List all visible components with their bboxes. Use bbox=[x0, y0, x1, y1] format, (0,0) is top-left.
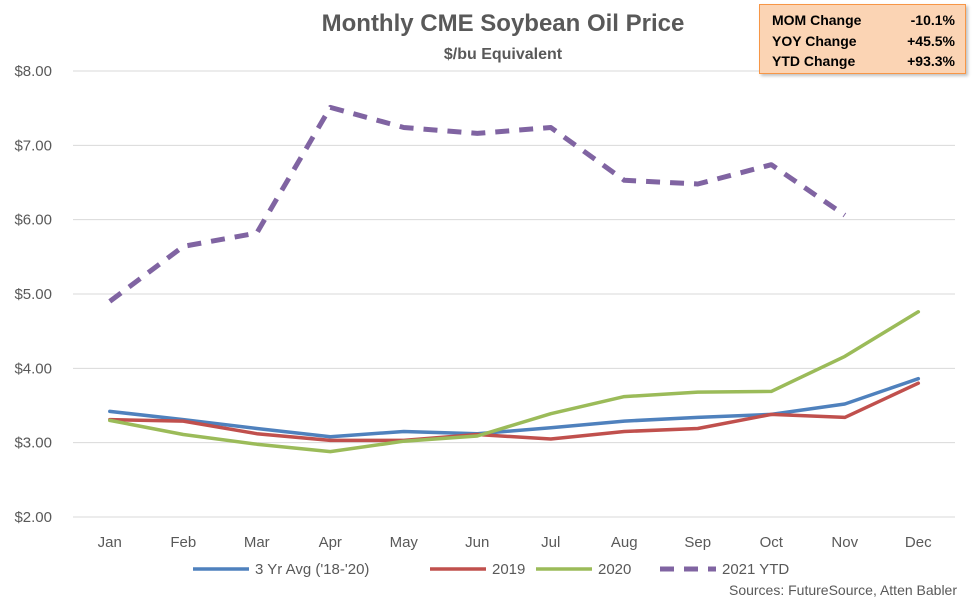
x-tick-label: Nov bbox=[831, 534, 858, 551]
x-tick-label: Feb bbox=[170, 534, 196, 551]
series-line-1 bbox=[108, 381, 921, 443]
x-tick-label: Dec bbox=[905, 534, 932, 551]
stats-label: MOM Change bbox=[772, 12, 862, 28]
x-tick-label: Oct bbox=[760, 534, 784, 551]
series-line-2 bbox=[108, 310, 921, 454]
x-tick-label: Jul bbox=[541, 534, 560, 551]
x-tick-label: Mar bbox=[244, 534, 270, 551]
y-tick-label: $4.00 bbox=[14, 360, 52, 377]
source-note: Sources: FutureSource, Atten Babler bbox=[729, 582, 957, 598]
y-tick-label: $6.00 bbox=[14, 212, 52, 229]
x-tick-label: Aug bbox=[611, 534, 638, 551]
legend-label: 2020 bbox=[598, 561, 631, 578]
stats-value: -10.1% bbox=[910, 12, 955, 28]
stats-box: MOM Change -10.1% YOY Change +45.5% YTD … bbox=[759, 4, 966, 74]
stats-row-yoy: YOY Change +45.5% bbox=[772, 31, 955, 52]
series-lines bbox=[108, 104, 921, 454]
series-line-3 bbox=[108, 104, 847, 304]
stats-label: YOY Change bbox=[772, 32, 857, 49]
y-tick-label: $5.00 bbox=[14, 286, 52, 303]
x-tick-label: May bbox=[390, 534, 419, 551]
x-tick-label: Sep bbox=[684, 534, 711, 551]
x-tick-label: Jun bbox=[465, 534, 489, 551]
y-tick-label: $7.00 bbox=[14, 137, 52, 154]
stats-label: YTD Change bbox=[772, 53, 856, 69]
chart-subtitle: $/bu Equivalent bbox=[444, 46, 563, 63]
stats-row-ytd: YTD Change +93.3% bbox=[772, 51, 955, 72]
legend-label: 3 Yr Avg ('18-'20) bbox=[255, 561, 369, 578]
y-axis-ticks: $2.00 $3.00 $4.00 $5.00 $6.00 $7.00 $8.00 bbox=[14, 63, 52, 526]
gridlines bbox=[73, 70, 955, 518]
x-tick-label: Apr bbox=[319, 534, 342, 551]
series-line-0 bbox=[108, 376, 921, 439]
y-tick-label: $3.00 bbox=[14, 435, 52, 452]
legend: 3 Yr Avg ('18-'20) 2019 2020 2021 YTD bbox=[193, 561, 789, 578]
stats-row-mom: MOM Change -10.1% bbox=[772, 10, 955, 31]
legend-label: 2019 bbox=[492, 561, 525, 578]
x-tick-label: Jan bbox=[98, 534, 122, 551]
stats-value: +45.5% bbox=[907, 32, 955, 49]
stats-value: +93.3% bbox=[907, 53, 955, 69]
y-tick-label: $8.00 bbox=[14, 63, 52, 80]
legend-label: 2021 YTD bbox=[722, 561, 789, 578]
x-axis-ticks: Jan Feb Mar Apr May Jun Jul Aug Sep Oct Nov Dec bbox=[98, 534, 932, 551]
chart-title: Monthly CME Soybean Oil Price bbox=[322, 10, 685, 37]
y-tick-label: $2.00 bbox=[14, 509, 52, 526]
